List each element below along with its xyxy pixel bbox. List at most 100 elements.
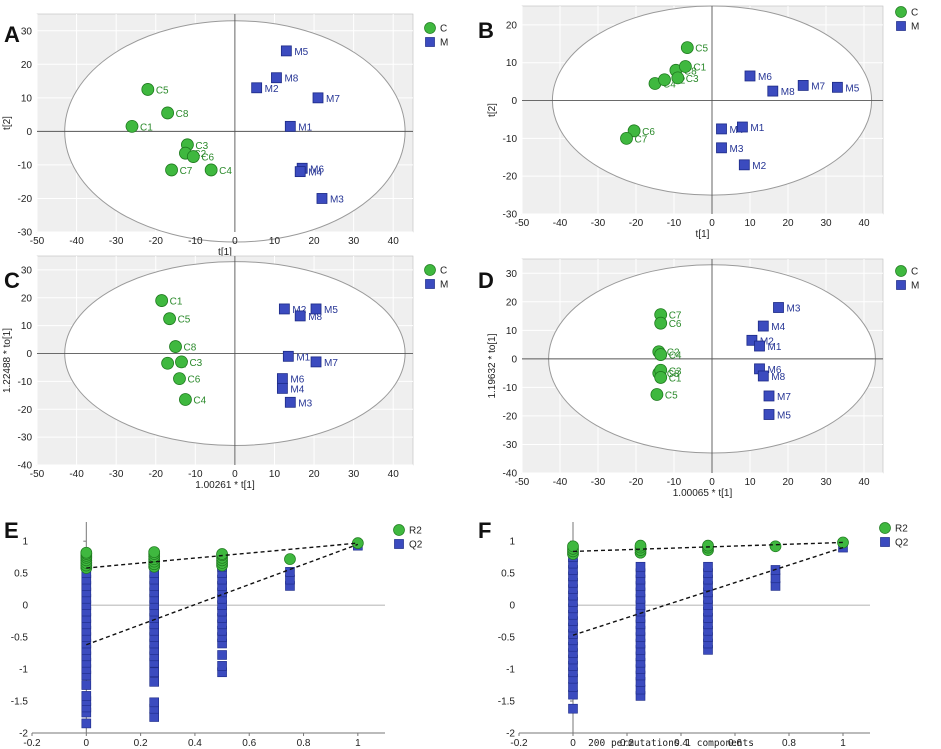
y-tick-label: -0.5 bbox=[11, 633, 29, 644]
r2-point bbox=[284, 553, 296, 565]
y-tick-label: -30 bbox=[18, 228, 33, 239]
legend-marker-c bbox=[895, 6, 907, 18]
y-tick-label: 30 bbox=[21, 265, 33, 276]
point-m4 bbox=[716, 123, 727, 135]
x-tick-label: 20 bbox=[782, 477, 794, 488]
y-axis-label: 1.19632 * to[1] bbox=[487, 333, 498, 398]
y-tick-label: -20 bbox=[18, 194, 33, 205]
point-c7 bbox=[161, 356, 175, 370]
panel-d: D-50 -40 -30 -20 -10 0 10 20 30 40-40-30-20-10010… bbox=[478, 258, 919, 499]
q2-regression-line bbox=[572, 546, 844, 636]
point-m1 bbox=[754, 340, 765, 352]
x-tick-label: -10 bbox=[188, 236, 203, 247]
y-tick-label: -1 bbox=[506, 665, 515, 676]
point-label-c1: C1 bbox=[693, 63, 706, 74]
point-m7 bbox=[312, 92, 324, 104]
point-label-m8: M8 bbox=[771, 372, 785, 383]
point-m3 bbox=[284, 396, 296, 408]
legend-marker-r2 bbox=[393, 524, 405, 536]
y-tick-label: 10 bbox=[506, 326, 518, 337]
legend-label-m: M bbox=[440, 280, 448, 291]
point-label-c5: C5 bbox=[695, 44, 708, 55]
point-m8 bbox=[294, 310, 306, 322]
point-m3 bbox=[316, 193, 328, 204]
point-label-m7: M7 bbox=[326, 94, 340, 105]
legend-label-m: M bbox=[440, 38, 448, 49]
point-c6 bbox=[186, 150, 200, 163]
legend-label-c: C bbox=[911, 267, 918, 278]
legend-marker-c bbox=[895, 265, 907, 277]
y-tick-label: 10 bbox=[21, 321, 33, 332]
point-m5 bbox=[310, 303, 322, 315]
panel-letter-a: A bbox=[4, 22, 20, 47]
q2-point bbox=[149, 712, 159, 722]
q2-point bbox=[568, 703, 578, 714]
point-label-c7: C7 bbox=[669, 311, 682, 322]
point-m4 bbox=[276, 382, 288, 394]
point-c6 bbox=[627, 124, 641, 138]
point-label-m5: M5 bbox=[777, 411, 791, 422]
point-label-c7: C7 bbox=[180, 166, 193, 177]
x-tick-label: 0 bbox=[570, 738, 576, 749]
point-c1 bbox=[654, 371, 668, 384]
point-label-c6: C6 bbox=[669, 319, 682, 330]
q2-point bbox=[217, 650, 227, 660]
q2-point bbox=[149, 677, 159, 687]
x-tick-label: 0.4 bbox=[188, 738, 202, 749]
x-tick-label: 40 bbox=[858, 477, 870, 488]
r2-point bbox=[80, 546, 93, 559]
y-tick-label: -20 bbox=[18, 405, 33, 416]
y-tick-label: -2 bbox=[506, 729, 515, 740]
point-c5 bbox=[163, 312, 176, 326]
point-c4 bbox=[204, 163, 218, 177]
q2-point bbox=[81, 680, 92, 690]
y-tick-label: -10 bbox=[503, 383, 518, 394]
point-label-m7: M7 bbox=[777, 392, 791, 403]
legend-label-m: M bbox=[911, 281, 919, 292]
y-tick-label: -30 bbox=[503, 210, 518, 221]
q2-point bbox=[149, 667, 159, 678]
y-tick-label: -1 bbox=[19, 665, 28, 676]
point-label-c8: C8 bbox=[667, 369, 680, 380]
x-tick-label: 20 bbox=[308, 236, 320, 247]
point-label-m2: M2 bbox=[760, 336, 774, 347]
point-label-c6: C6 bbox=[642, 127, 655, 138]
x-tick-label: -10 bbox=[667, 218, 682, 229]
q2-regression-line bbox=[86, 543, 359, 646]
point-label-m6: M6 bbox=[310, 164, 324, 175]
point-c5 bbox=[650, 388, 664, 401]
legend-marker-c bbox=[424, 22, 436, 34]
point-c3 bbox=[671, 71, 685, 85]
point-label-m3: M3 bbox=[730, 144, 744, 155]
y-tick-label: 0 bbox=[26, 127, 32, 138]
y-tick-label: 30 bbox=[21, 26, 33, 37]
legend-marker-m bbox=[896, 21, 906, 31]
x-tick-label: 40 bbox=[388, 236, 400, 247]
point-label-m4: M4 bbox=[290, 384, 304, 395]
y-tick-label: 10 bbox=[506, 58, 518, 69]
y-tick-label: 1 bbox=[22, 537, 28, 548]
point-m5 bbox=[763, 409, 775, 420]
point-label-c8: C8 bbox=[176, 109, 189, 120]
y-tick-label: 20 bbox=[21, 293, 33, 304]
x-axis-label: 1.00261 * t[1] bbox=[195, 480, 255, 491]
x-tick-label: 0 bbox=[232, 236, 238, 247]
point-label-c3: C3 bbox=[686, 74, 699, 85]
point-label-m5: M5 bbox=[294, 47, 308, 58]
point-c4 bbox=[179, 393, 192, 406]
r2-point bbox=[216, 548, 228, 560]
x-tick-label: 0.2 bbox=[134, 738, 148, 749]
y-tick-label: 10 bbox=[21, 93, 33, 104]
point-label-c8: C8 bbox=[684, 66, 697, 77]
legend-marker-q2 bbox=[880, 537, 890, 547]
point-m8 bbox=[757, 370, 769, 382]
x-tick-label: -20 bbox=[629, 218, 644, 229]
panel-b: B -50 -40 -30 -20 -10 0 10 20 30 40 -30 -20 -10 0 10 20 t… bbox=[478, 5, 919, 240]
point-m7 bbox=[310, 356, 322, 368]
point-label-c5: C5 bbox=[178, 315, 191, 326]
point-c5 bbox=[680, 41, 694, 54]
x-tick-label: -40 bbox=[553, 477, 568, 488]
x-tick-label: -10 bbox=[667, 477, 682, 488]
y-tick-label: 0.5 bbox=[14, 569, 28, 580]
